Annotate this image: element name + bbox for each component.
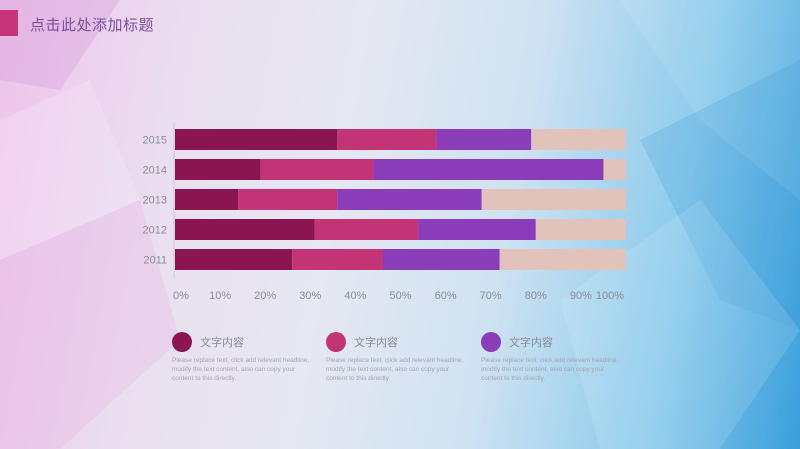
legend-description[interactable]: Please replace text, click add relevant … [326, 357, 464, 382]
bar-segment-2014-series-4 [603, 159, 626, 180]
y-tick-label: 2013 [143, 195, 167, 207]
bar-segment-2011-series-4 [499, 249, 626, 270]
title-accent-bar [0, 10, 18, 36]
bar-segment-2014-series-1 [175, 159, 261, 180]
legend-dot-icon [481, 332, 501, 352]
bar-segment-2011-series-3 [382, 249, 500, 270]
bar-segment-2012-series-4 [535, 219, 626, 240]
bar-segment-2011-series-2 [292, 249, 383, 270]
x-tick-label: 0% [173, 290, 189, 302]
bar-segment-2012-series-3 [418, 219, 536, 240]
legend-label[interactable]: 文字内容 [200, 337, 244, 349]
legend-description[interactable]: Please replace text, click add relevant … [172, 357, 310, 382]
legend-label[interactable]: 文字内容 [509, 337, 553, 349]
bar-segment-2015-series-4 [531, 129, 626, 150]
x-tick-label: 40% [344, 290, 366, 302]
bar-segment-2014-series-2 [260, 159, 374, 180]
legend-dot-icon [172, 332, 192, 352]
x-tick-label: 70% [480, 290, 502, 302]
x-tick-labels: 0% 10% 20% 30% 40% 50% 60% 70% 80% 90% 100% [173, 290, 624, 302]
x-tick-label: 10% [209, 290, 231, 302]
x-tick-label: 80% [525, 290, 547, 302]
bar-segment-2014-series-3 [373, 159, 604, 180]
legend-dot-icon [326, 332, 346, 352]
bars-group [175, 129, 626, 270]
x-tick-label: 20% [254, 290, 276, 302]
bar-segment-2012-series-1 [175, 219, 315, 240]
bar-segment-2015-series-1 [175, 129, 338, 150]
bar-segment-2013-series-4 [481, 189, 626, 210]
x-tick-label: 50% [389, 290, 411, 302]
y-tick-label: 2014 [143, 165, 167, 177]
y-tick-labels: 2015 2014 2013 2012 2011 [143, 135, 167, 267]
y-tick-label: 2011 [143, 255, 167, 267]
legend-description[interactable]: Please replace text, click add relevant … [481, 357, 619, 382]
y-tick-label: 2012 [143, 225, 167, 237]
bar-segment-2013-series-3 [337, 189, 482, 210]
y-tick-label: 2015 [143, 135, 167, 147]
x-tick-label: 60% [435, 290, 457, 302]
bar-segment-2012-series-2 [314, 219, 419, 240]
bar-segment-2015-series-3 [436, 129, 532, 150]
bar-segment-2011-series-1 [175, 249, 293, 270]
x-tick-label: 100% [596, 290, 624, 302]
x-tick-label: 90% [570, 290, 592, 302]
bar-segment-2013-series-1 [175, 189, 239, 210]
bar-segment-2015-series-2 [337, 129, 437, 150]
x-tick-label: 30% [299, 290, 321, 302]
page-title[interactable]: 点击此处添加标题 [30, 17, 155, 34]
legend-label[interactable]: 文字内容 [354, 337, 398, 349]
bar-segment-2013-series-2 [238, 189, 338, 210]
